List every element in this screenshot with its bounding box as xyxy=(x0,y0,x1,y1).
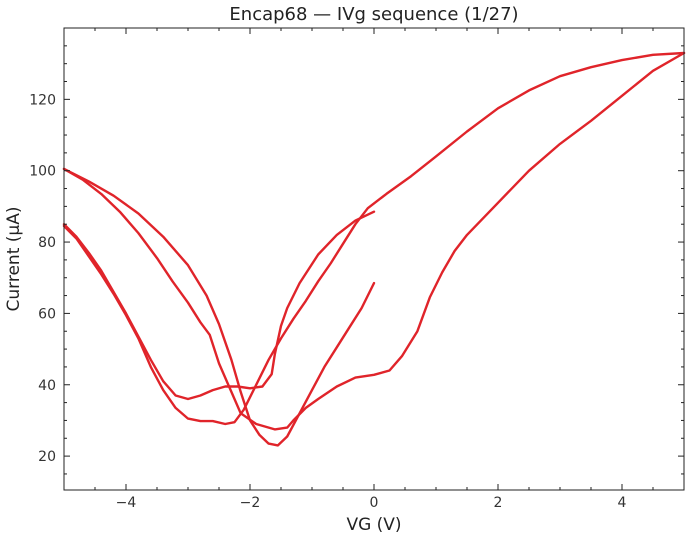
x-tick-label: 0 xyxy=(370,495,379,511)
series-line-3 xyxy=(62,51,686,431)
y-tick-label: 60 xyxy=(38,306,56,322)
x-axis-label: VG (V) xyxy=(346,515,401,535)
series-line-1 xyxy=(62,210,376,401)
x-tick-label: 2 xyxy=(494,495,503,511)
y-tick-label: 40 xyxy=(38,378,56,394)
x-tick-label: 4 xyxy=(618,495,627,511)
plot-area xyxy=(62,51,686,447)
y-tick-label: 80 xyxy=(38,235,56,251)
y-tick-label: 120 xyxy=(29,92,56,108)
x-tick-label: −2 xyxy=(240,495,261,511)
chart-title: Encap68 — IVg sequence (1/27) xyxy=(229,4,518,25)
x-tick-labels: −4 −2 0 2 4 xyxy=(116,495,627,511)
y-axis-label: Current (µA) xyxy=(4,207,24,312)
series-line-2 xyxy=(62,51,686,426)
y-tick-label: 100 xyxy=(29,164,56,180)
y-tick-label: 20 xyxy=(38,449,56,465)
series-line-4 xyxy=(62,167,376,447)
plot-frame xyxy=(63,27,685,491)
x-tick-label: −4 xyxy=(116,495,137,511)
y-tick-labels: 20 40 60 80 100 120 xyxy=(29,92,56,465)
